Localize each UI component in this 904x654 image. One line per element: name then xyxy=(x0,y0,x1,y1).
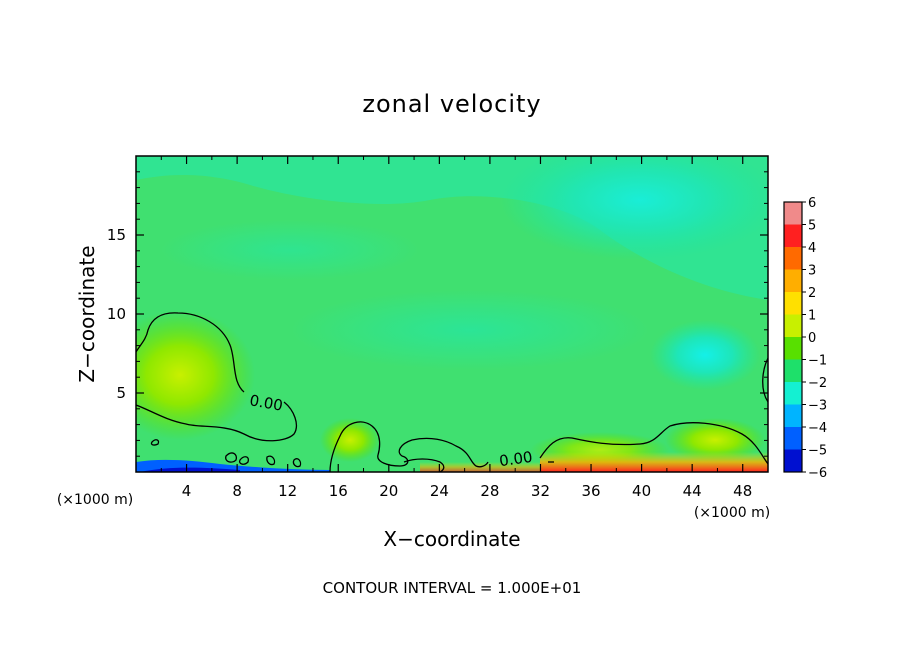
contour-small-4 xyxy=(266,455,276,466)
colorbar-swatch xyxy=(784,359,802,383)
contour-right-long xyxy=(539,422,768,465)
colorbar-label: 3 xyxy=(808,264,816,279)
y-axis-label: Z−coordinate xyxy=(75,245,99,382)
contour-interval-note: CONTOUR INTERVAL = 1.000E+01 xyxy=(323,579,582,597)
colorbar-swatch xyxy=(784,292,802,315)
colorbar-label: 2 xyxy=(808,286,816,301)
colorbar-label: −1 xyxy=(808,354,827,369)
x-tick-label: 32 xyxy=(531,482,550,500)
x-tick-label: 16 xyxy=(329,482,348,500)
contour-small-3 xyxy=(238,456,250,465)
y-tick-label: 15 xyxy=(107,226,126,244)
contour-zero-left xyxy=(136,312,298,442)
colorbar-swatch xyxy=(784,224,802,248)
contour-small-2 xyxy=(225,452,238,463)
colorbar-label: 6 xyxy=(808,196,816,211)
colorbar-label: 0 xyxy=(808,331,816,346)
contour-label: 0.00 xyxy=(498,448,534,470)
x-axis-unit: (×1000 m) xyxy=(694,505,770,521)
y-tick-label: 5 xyxy=(116,384,126,402)
colorbar-label: 1 xyxy=(808,309,816,324)
contours xyxy=(136,312,768,472)
colorbar-label: −5 xyxy=(808,444,827,459)
x-tick-label: 4 xyxy=(182,482,192,500)
field-positive-blob-3 xyxy=(665,418,765,462)
field-teal-band xyxy=(290,290,650,370)
x-tick-label: 12 xyxy=(278,482,297,500)
contour-label: 0.00 xyxy=(248,391,284,415)
colorbar-label: −4 xyxy=(808,421,827,436)
field-bottom-warm xyxy=(540,452,768,472)
colorbar-label: −2 xyxy=(808,376,827,391)
x-tick-label: 28 xyxy=(480,482,499,500)
colorbar-swatch xyxy=(784,202,802,225)
x-tick-label: 20 xyxy=(379,482,398,500)
y-tick-label: 10 xyxy=(107,305,126,323)
x-tick-label: 40 xyxy=(632,482,651,500)
x-tick-label: 24 xyxy=(430,482,449,500)
colorbar-swatch xyxy=(784,269,802,293)
colorbar-swatch xyxy=(784,449,802,473)
x-tick-label: 36 xyxy=(581,482,600,500)
x-tick-label: 48 xyxy=(733,482,752,500)
colorbar-label: −6 xyxy=(808,466,827,481)
field-cyan-region-2 xyxy=(650,320,760,390)
colorbar-swatch xyxy=(784,337,802,360)
contour-mid-blob-2 xyxy=(403,458,445,472)
chart-title: zonal velocity xyxy=(362,90,541,118)
x-tick-label: 44 xyxy=(683,482,702,500)
x-axis: 4 8 12 16 20 24 28 32 36 40 44 48 xyxy=(160,156,752,500)
field-teal-band-2 xyxy=(160,220,420,280)
colorbar-swatch xyxy=(784,247,802,270)
colorbar-swatch xyxy=(784,314,802,338)
x-tick-label: 8 xyxy=(232,482,242,500)
contour-small-1 xyxy=(150,439,160,446)
y-axis-unit: (×1000 m) xyxy=(57,492,133,508)
colorbar-swatch xyxy=(784,404,802,428)
field-positive-blob-2 xyxy=(320,418,380,462)
field-bottom-negative-core xyxy=(140,467,240,472)
colorbar-label: −3 xyxy=(808,399,827,414)
plot-area xyxy=(136,156,768,472)
field-positive-blob xyxy=(136,310,255,440)
contour-small-5 xyxy=(292,458,302,468)
field-cyan-region xyxy=(500,156,768,260)
colorbar-swatch xyxy=(784,427,802,450)
contour-mid-blob xyxy=(329,421,489,472)
colorbar-label: 4 xyxy=(808,241,816,256)
colorbar-swatch xyxy=(784,382,802,405)
colorbar-label: 5 xyxy=(808,219,816,234)
colorbar: 6 5 4 3 2 1 0 −1 −2 −3 −4 −5 −6 xyxy=(783,196,827,481)
x-axis-label: X−coordinate xyxy=(383,527,520,551)
y-axis: 5 10 15 xyxy=(107,171,768,457)
